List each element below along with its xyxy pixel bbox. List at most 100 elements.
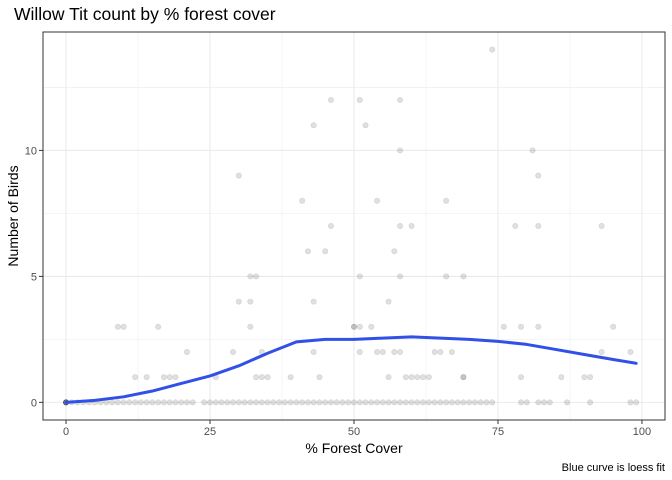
data-point: [356, 273, 363, 280]
data-point: [109, 399, 116, 406]
data-point: [546, 399, 553, 406]
data-point: [299, 197, 306, 204]
y-tick-label: 10: [25, 145, 37, 157]
data-point: [247, 399, 254, 406]
data-point: [379, 399, 386, 406]
data-point: [523, 399, 530, 406]
data-point: [160, 399, 167, 406]
data-point: [587, 399, 594, 406]
data-point: [155, 323, 162, 330]
data-point: [598, 348, 605, 355]
data-point: [183, 399, 190, 406]
data-point: [431, 348, 438, 355]
y-axis-title: Number of Birds: [5, 165, 21, 266]
data-point: [443, 197, 450, 204]
x-axis: 0 25 50 75 100: [63, 420, 651, 438]
data-point: [316, 399, 323, 406]
data-point: [489, 46, 496, 53]
caption: Blue curve is loess fit: [562, 462, 665, 474]
data-point: [253, 273, 260, 280]
data-point: [414, 399, 421, 406]
x-tick-label: 25: [204, 426, 216, 438]
data-point: [535, 399, 542, 406]
data-point: [160, 374, 167, 381]
data-point: [281, 399, 288, 406]
data-point: [299, 399, 306, 406]
data-point: [541, 399, 548, 406]
data-point: [143, 374, 150, 381]
data-point: [500, 323, 507, 330]
data-point: [414, 374, 421, 381]
data-point: [276, 399, 283, 406]
data-point: [408, 374, 415, 381]
data-point: [391, 348, 398, 355]
data-point: [397, 223, 404, 230]
data-point: [143, 399, 150, 406]
data-point: [120, 399, 127, 406]
data-point: [368, 323, 375, 330]
data-point: [316, 374, 323, 381]
data-point: [385, 374, 392, 381]
data-point: [224, 399, 231, 406]
data-point: [518, 374, 525, 381]
data-point: [460, 273, 467, 280]
data-point: [512, 223, 519, 230]
data-point: [241, 399, 248, 406]
data-point: [535, 323, 542, 330]
data-point: [287, 374, 294, 381]
data-point: [155, 399, 162, 406]
data-point: [356, 323, 363, 330]
data-point: [258, 374, 265, 381]
data-point: [489, 399, 496, 406]
grid: [43, 32, 665, 420]
data-point: [350, 323, 357, 330]
data-point: [304, 248, 311, 255]
data-point: [327, 223, 334, 230]
data-point: [310, 348, 317, 355]
data-point: [397, 147, 404, 154]
data-point: [327, 399, 334, 406]
data-point: [374, 348, 381, 355]
data-point: [235, 298, 242, 305]
data-point: [218, 399, 225, 406]
data-point: [114, 323, 121, 330]
data-point: [627, 348, 634, 355]
data-point: [420, 399, 427, 406]
data-point: [437, 399, 444, 406]
data-point: [535, 223, 542, 230]
data-point: [264, 399, 271, 406]
y-axis: 0 5 10: [25, 145, 43, 409]
data-point: [483, 399, 490, 406]
data-point: [443, 273, 450, 280]
data-point: [402, 374, 409, 381]
data-point: [356, 97, 363, 104]
data-point: [535, 172, 542, 179]
data-point: [402, 399, 409, 406]
data-point: [420, 374, 427, 381]
data-point: [425, 374, 432, 381]
data-point: [598, 223, 605, 230]
data-point: [362, 399, 369, 406]
data-point: [448, 348, 455, 355]
data-point: [391, 248, 398, 255]
data-point: [166, 374, 173, 381]
x-tick-label: 50: [348, 426, 360, 438]
data-point: [385, 298, 392, 305]
data-point: [443, 399, 450, 406]
data-point: [633, 399, 640, 406]
data-point: [477, 399, 484, 406]
data-point: [379, 348, 386, 355]
data-point: [247, 323, 254, 330]
data-point: [350, 399, 357, 406]
data-point: [385, 399, 392, 406]
x-tick-label: 0: [63, 426, 69, 438]
data-point: [270, 399, 277, 406]
data-point: [247, 298, 254, 305]
data-point: [178, 399, 185, 406]
data-point: [333, 399, 340, 406]
data-point: [397, 348, 404, 355]
data-point: [408, 399, 415, 406]
data-point: [437, 348, 444, 355]
data-point: [137, 399, 144, 406]
data-point: [431, 399, 438, 406]
